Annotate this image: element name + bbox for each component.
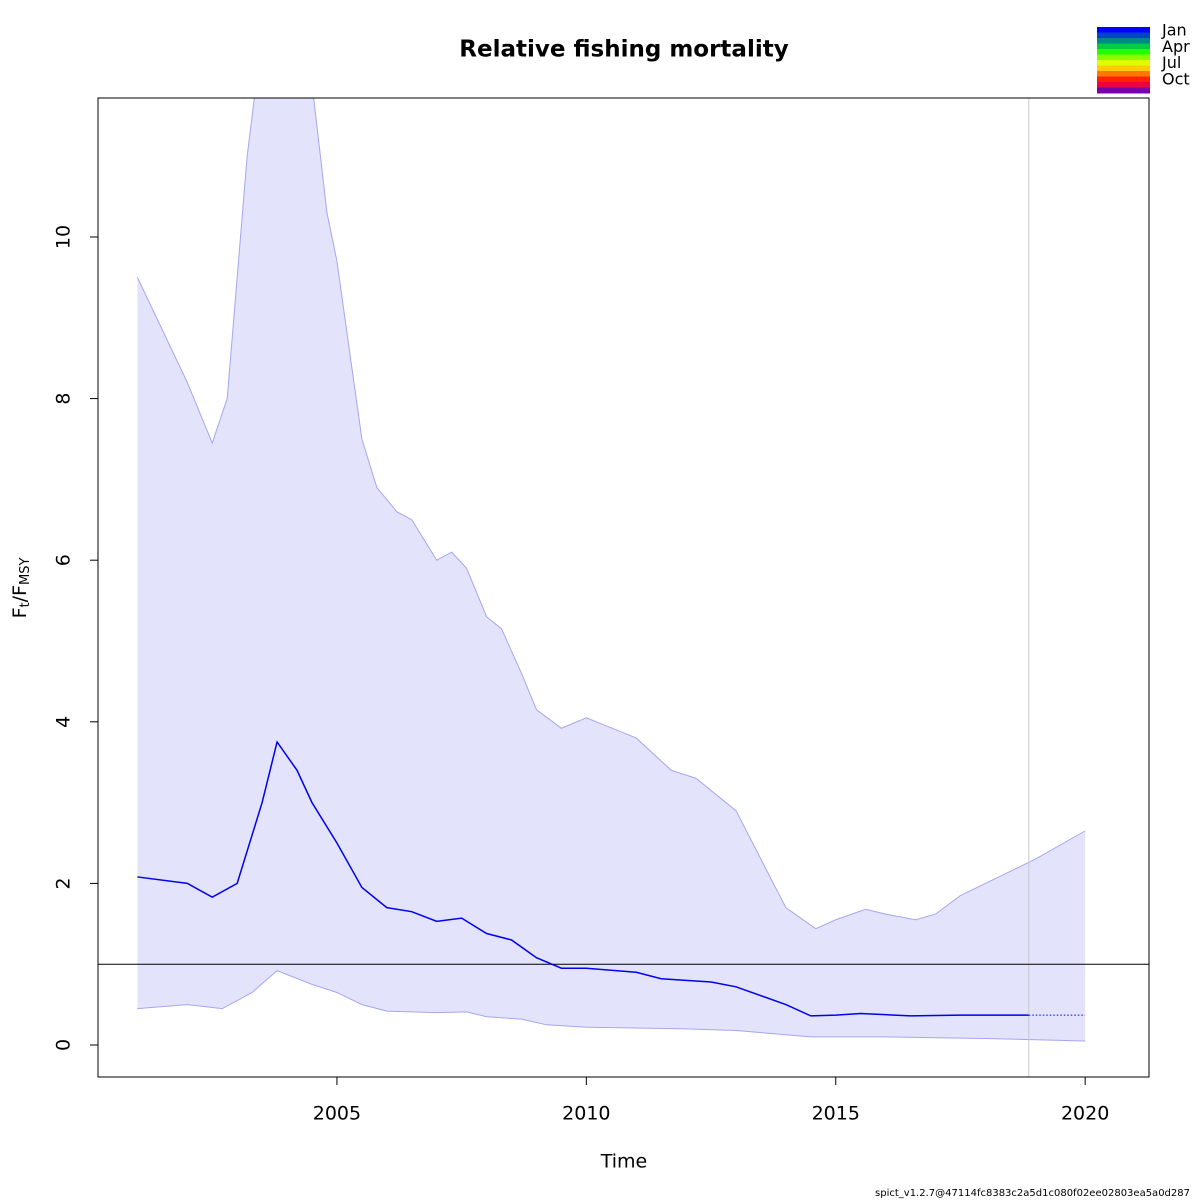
confidence-band — [137, 98, 1086, 1041]
ci-upper-line — [136, 98, 1086, 930]
x-axis-label: Time — [600, 1151, 648, 1173]
legend-swatch — [1097, 32, 1150, 39]
x-tick-label: 2005 — [313, 1103, 361, 1125]
y-axis-label: Ft/FMSY — [9, 558, 33, 619]
y-label-part: /F — [9, 585, 31, 602]
y-tick-label: 8 — [53, 393, 75, 405]
estimate-line — [137, 740, 1029, 1017]
legend-swatch — [1097, 82, 1150, 88]
legend-swatch — [1097, 87, 1150, 94]
y-tick-label: 2 — [53, 877, 75, 889]
plot-frame — [97, 97, 1150, 1078]
x-tick-label: 2015 — [812, 1103, 860, 1125]
chart-title: Relative fishing mortality — [459, 37, 788, 63]
y-label-sub: t — [18, 602, 33, 607]
x-tick-label: 2020 — [1061, 1103, 1109, 1125]
y-tick-label: 4 — [53, 716, 75, 728]
y-tick-label: 10 — [53, 225, 75, 249]
ci-lower-line — [137, 970, 1086, 1042]
footnote: spict_v1.2.7@47114fc8383c2a5d1c080f02ee0… — [875, 1188, 1190, 1199]
y-tick-label: 6 — [53, 554, 75, 566]
legend-label: Oct — [1162, 69, 1190, 88]
legend-swatch — [1097, 38, 1150, 44]
y-label-part: F — [9, 607, 31, 618]
legend-label: Apr — [1162, 37, 1190, 56]
x-tick-label: 2010 — [562, 1103, 610, 1125]
legend-swatch — [1097, 65, 1150, 72]
legend-swatch — [1097, 71, 1150, 77]
legend-swatch — [1097, 49, 1150, 55]
legend-swatch — [1097, 60, 1150, 66]
legend-swatch — [1097, 43, 1150, 50]
y-label-sub: MSY — [18, 558, 33, 585]
legend-swatch — [1097, 27, 1150, 33]
plot-area — [98, 98, 1149, 1077]
y-tick-label: 0 — [53, 1039, 75, 1051]
legend-label: Jul — [1161, 53, 1181, 72]
legend-swatch — [1097, 54, 1150, 61]
legend-swatch — [1097, 76, 1150, 83]
legend-label: Jan — [1161, 21, 1187, 40]
